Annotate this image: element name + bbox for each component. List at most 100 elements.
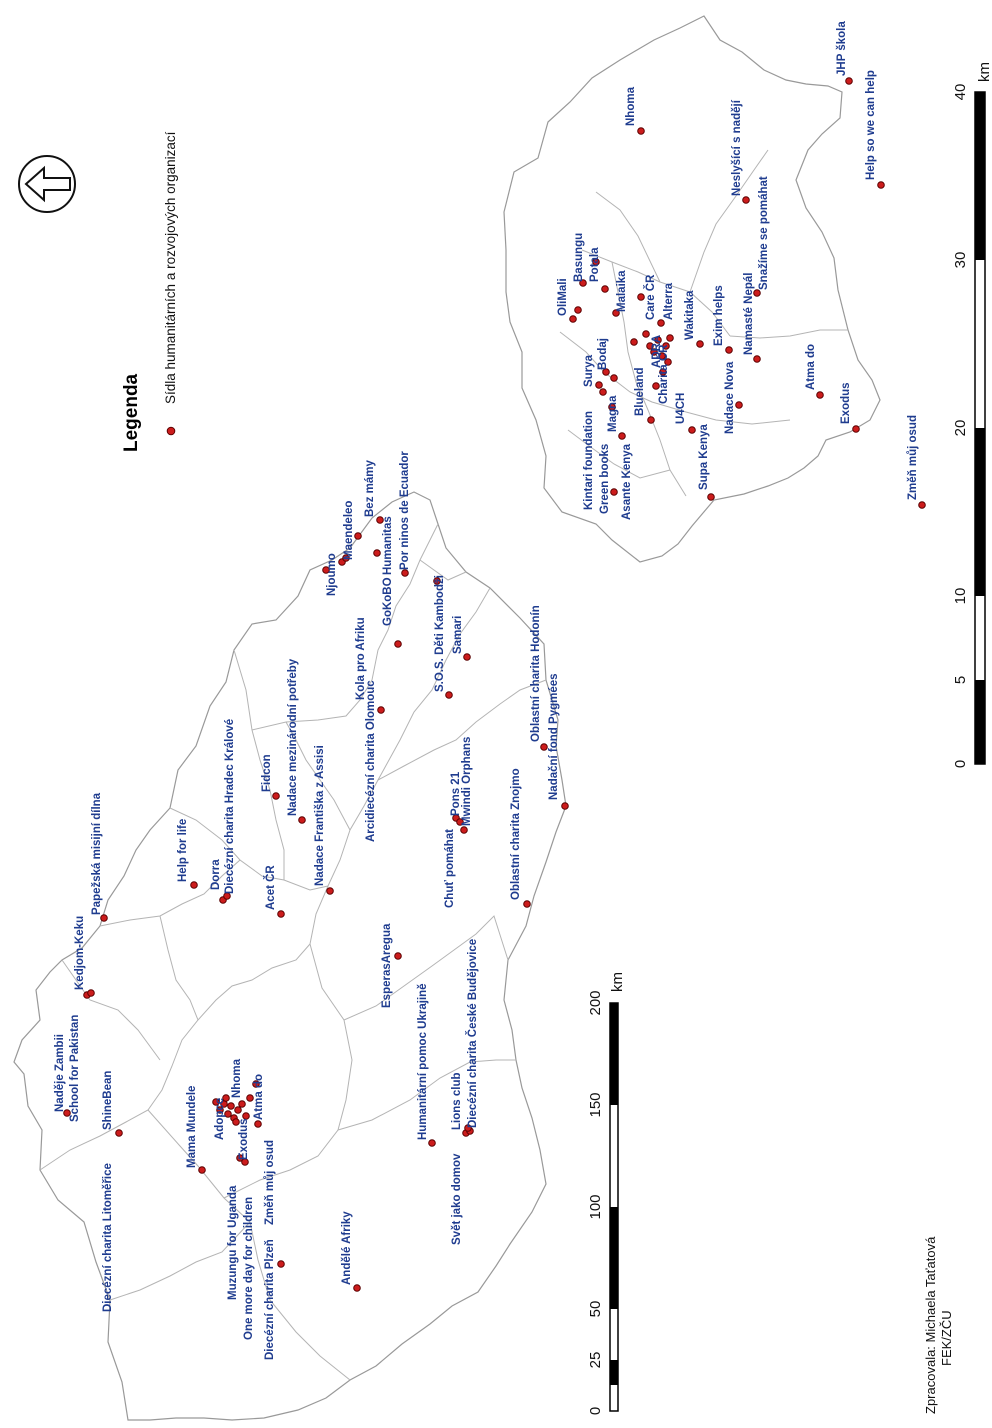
- org-point[interactable]: [246, 1094, 254, 1102]
- org-point[interactable]: [657, 319, 665, 327]
- org-point[interactable]: [637, 127, 645, 135]
- org-point[interactable]: [277, 1260, 285, 1268]
- org-point[interactable]: [322, 566, 330, 574]
- org-point[interactable]: [252, 1080, 260, 1088]
- org-point[interactable]: [659, 368, 667, 376]
- org-label: GoKoBO: [382, 577, 394, 626]
- org-point[interactable]: [662, 342, 670, 350]
- org-point[interactable]: [394, 640, 402, 648]
- org-label: Njoumo: [326, 553, 338, 596]
- org-point[interactable]: [445, 691, 453, 699]
- org-point[interactable]: [394, 952, 402, 960]
- org-point[interactable]: [610, 488, 618, 496]
- org-point[interactable]: [610, 374, 618, 382]
- org-point[interactable]: [254, 1120, 262, 1128]
- org-point[interactable]: [428, 1139, 436, 1147]
- org-point[interactable]: [456, 818, 464, 826]
- org-point[interactable]: [87, 989, 95, 997]
- org-point[interactable]: [652, 382, 660, 390]
- org-point[interactable]: [238, 1100, 246, 1108]
- org-point[interactable]: [353, 1284, 361, 1292]
- org-point[interactable]: [742, 196, 750, 204]
- czech-labels: Naděje Zambii School for Pakistan Kedjom…: [54, 451, 560, 1360]
- org-label: Nadace Nova: [724, 361, 736, 434]
- org-point[interactable]: [918, 501, 926, 509]
- org-point[interactable]: [100, 914, 108, 922]
- org-point[interactable]: [234, 1106, 242, 1114]
- org-point[interactable]: [242, 1112, 250, 1120]
- org-point[interactable]: [569, 315, 577, 323]
- org-point[interactable]: [376, 516, 384, 524]
- scale-tick: 5: [952, 676, 969, 684]
- inset-district: [559, 331, 791, 425]
- region-border: [99, 859, 241, 927]
- org-point[interactable]: [707, 493, 715, 501]
- org-point[interactable]: [342, 554, 350, 562]
- org-point[interactable]: [115, 1129, 123, 1137]
- org-point[interactable]: [845, 77, 853, 85]
- org-point[interactable]: [298, 816, 306, 824]
- org-point[interactable]: [401, 569, 409, 577]
- org-point[interactable]: [753, 289, 761, 297]
- org-point[interactable]: [735, 401, 743, 409]
- org-point[interactable]: [646, 342, 654, 350]
- org-point[interactable]: [460, 826, 468, 834]
- org-point[interactable]: [592, 258, 600, 266]
- org-point[interactable]: [190, 881, 198, 889]
- org-point[interactable]: [579, 279, 587, 287]
- org-point[interactable]: [216, 1106, 224, 1114]
- org-label: Svět jako domov: [451, 1153, 463, 1245]
- org-point[interactable]: [232, 1118, 240, 1126]
- org-point[interactable]: [198, 1166, 206, 1174]
- org-point[interactable]: [602, 368, 610, 376]
- org-point[interactable]: [212, 1098, 220, 1106]
- org-point[interactable]: [241, 1158, 249, 1166]
- org-point[interactable]: [223, 892, 231, 900]
- org-point[interactable]: [277, 910, 285, 918]
- org-point[interactable]: [222, 1094, 230, 1102]
- org-label: Nadace mezinárodní potřeby: [287, 658, 299, 816]
- org-point[interactable]: [608, 403, 616, 411]
- org-point[interactable]: [658, 352, 666, 360]
- org-point[interactable]: [377, 706, 385, 714]
- org-point[interactable]: [642, 330, 650, 338]
- org-point[interactable]: [647, 416, 655, 424]
- org-point[interactable]: [618, 432, 626, 440]
- org-point[interactable]: [599, 388, 607, 396]
- org-label: Mwindi Orphans: [461, 737, 473, 826]
- org-point[interactable]: [595, 381, 603, 389]
- org-point[interactable]: [464, 1124, 472, 1132]
- org-point[interactable]: [523, 900, 531, 908]
- org-point[interactable]: [612, 309, 620, 317]
- org-point[interactable]: [272, 792, 280, 800]
- org-label: S.O.S. Děti Kambodži: [434, 575, 446, 692]
- org-point[interactable]: [650, 348, 658, 356]
- org-point[interactable]: [354, 532, 362, 540]
- org-point[interactable]: [637, 293, 645, 301]
- org-point[interactable]: [696, 340, 704, 348]
- org-point[interactable]: [601, 285, 609, 293]
- region-border: [285, 721, 351, 831]
- org-point[interactable]: [63, 1109, 71, 1117]
- org-point[interactable]: [688, 426, 696, 434]
- org-point[interactable]: [433, 577, 441, 585]
- org-point[interactable]: [224, 1110, 232, 1118]
- org-point[interactable]: [877, 181, 885, 189]
- org-point[interactable]: [725, 346, 733, 354]
- org-point[interactable]: [574, 306, 582, 314]
- org-point[interactable]: [816, 391, 824, 399]
- org-point[interactable]: [373, 549, 381, 557]
- org-point[interactable]: [227, 1102, 235, 1110]
- org-point[interactable]: [666, 334, 674, 342]
- org-point[interactable]: [561, 802, 569, 810]
- org-point[interactable]: [654, 336, 662, 344]
- org-point[interactable]: [236, 1154, 244, 1162]
- org-point[interactable]: [630, 338, 638, 346]
- org-point[interactable]: [540, 743, 548, 751]
- org-point[interactable]: [463, 653, 471, 661]
- org-point[interactable]: [753, 355, 761, 363]
- org-point[interactable]: [664, 358, 672, 366]
- org-point[interactable]: [326, 887, 334, 895]
- org-label: Atma do: [805, 344, 817, 390]
- org-point[interactable]: [852, 425, 860, 433]
